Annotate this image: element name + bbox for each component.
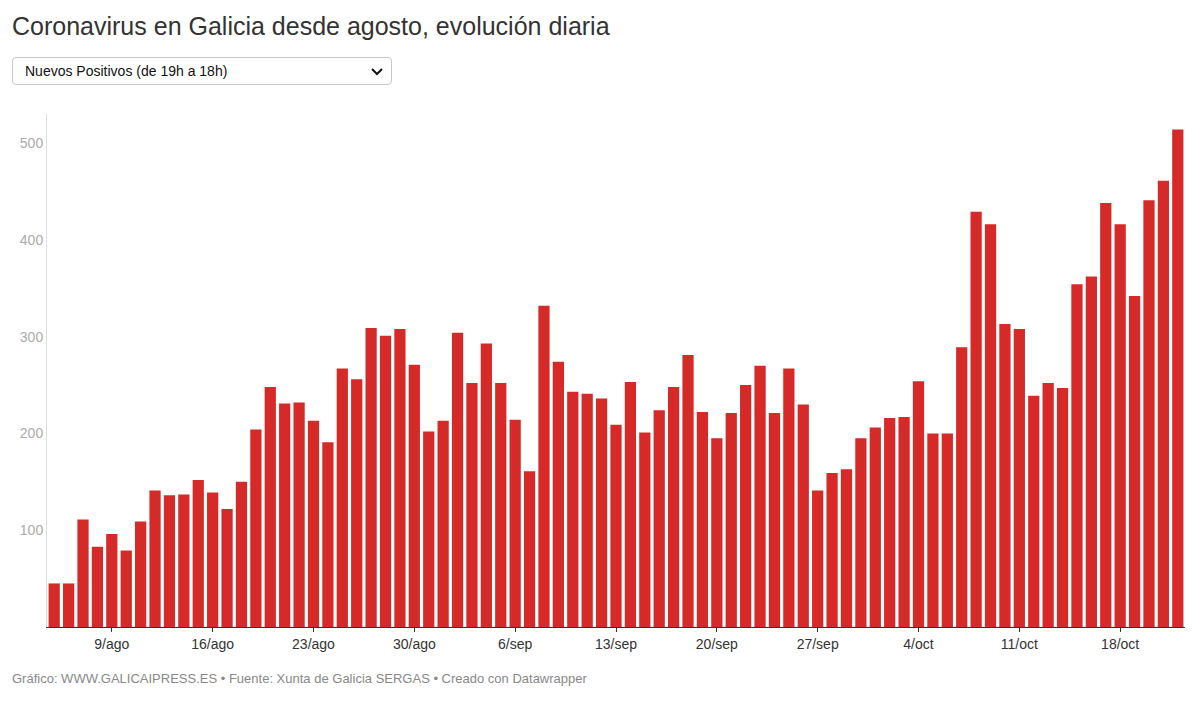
svg-text:300: 300: [20, 329, 44, 345]
svg-text:100: 100: [20, 522, 44, 538]
svg-text:27/sep: 27/sep: [797, 636, 839, 652]
svg-text:11/oct: 11/oct: [1001, 636, 1038, 652]
svg-text:500: 500: [20, 135, 44, 151]
svg-text:30/ago: 30/ago: [393, 636, 436, 652]
svg-text:4/oct: 4/oct: [903, 636, 933, 652]
svg-text:200: 200: [20, 425, 44, 441]
html-text:Coronavirus en Galicia desde a: Coronavirus en Galicia desde agosto, evo…: [12, 12, 610, 40]
svg-text:23/ago: 23/ago: [292, 636, 335, 652]
svg-text:13/sep: 13/sep: [595, 636, 637, 652]
html-text:Gráfico: WWW.GALICAIPRESS.ES •: Gráfico: WWW.GALICAIPRESS.ES • Fuente: X…: [12, 671, 587, 686]
html-text:Nuevos Positivos (de 19h a 18h: Nuevos Positivos (de 19h a 18h): [25, 63, 228, 79]
svg-text:16/ago: 16/ago: [191, 636, 234, 652]
svg-text:18/oct: 18/oct: [1101, 636, 1139, 652]
svg-text:400: 400: [20, 232, 44, 248]
svg-text:20/sep: 20/sep: [696, 636, 738, 652]
svg-text:6/sep: 6/sep: [498, 636, 532, 652]
svg-text:9/ago: 9/ago: [94, 636, 129, 652]
